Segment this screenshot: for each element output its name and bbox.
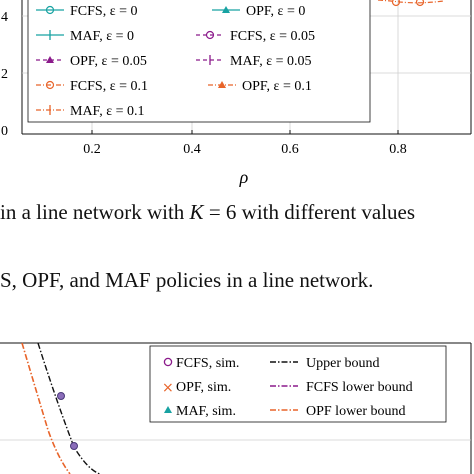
legend-entry: MAF, ε = 0.05 <box>196 54 312 69</box>
legend-entry: FCFS, ε = 0 <box>36 4 137 19</box>
top-curve-marker <box>391 0 401 7</box>
svg-text:FCFS, sim.: FCFS, sim. <box>176 356 239 371</box>
circle-marker-icon <box>45 80 55 90</box>
svg-text:MAF, ε = 0.05: MAF, ε = 0.05 <box>230 54 312 69</box>
sim-marker <box>70 442 78 450</box>
svg-text:MAF, ε = 0.1: MAF, ε = 0.1 <box>70 104 145 119</box>
legend-entry: OPF, ε = 0.1 <box>208 79 312 94</box>
triangle-marker-icon <box>218 81 226 88</box>
triangle-marker-icon <box>222 6 230 13</box>
cross-marker-icon: × <box>162 380 174 396</box>
circle-marker-icon <box>45 5 55 15</box>
figure-caption-line: S, OPF, and MAF policies in a line netwo… <box>0 268 374 292</box>
legend-entry: MAF, ε = 0.1 <box>36 104 145 119</box>
top-x-tick-label: 0.2 <box>83 142 101 157</box>
svg-text:FCFS lower bound: FCFS lower bound <box>306 380 413 395</box>
top-x-tick-label: 0.8 <box>389 142 407 157</box>
top-y-tick-label: 4 <box>1 10 8 25</box>
legend-entry: Upper bound <box>270 356 380 371</box>
legend-entry: OPF lower bound <box>270 404 406 419</box>
top-legend-box <box>27 0 371 123</box>
svg-text:OPF, ε = 0.1: OPF, ε = 0.1 <box>242 79 312 94</box>
top-curve-fcfs-0.1 <box>377 0 445 4</box>
legend-entry: FCFS, sim. <box>163 356 239 371</box>
circle-marker-icon <box>163 357 173 367</box>
figure-caption-line: in a line network with K = 6 with differ… <box>0 200 415 225</box>
svg-text:FCFS, ε = 0.05: FCFS, ε = 0.05 <box>230 29 315 44</box>
circle-marker-icon <box>205 30 215 40</box>
top-y-tick-label: 2 <box>1 67 8 82</box>
legend-entry: × OPF, sim. <box>162 380 231 396</box>
bottom-plot: FCFS, sim. Upper bound × OPF, sim. FCFS … <box>0 342 472 474</box>
legend-entry: FCFS, ε = 0.1 <box>36 79 148 94</box>
upper-bound-curve <box>37 342 101 474</box>
legend-entry: MAF, sim. <box>164 404 236 419</box>
top-x-tick-label: 0.4 <box>183 142 201 157</box>
svg-text:OPF, ε = 0: OPF, ε = 0 <box>246 4 305 19</box>
svg-text:OPF, sim.: OPF, sim. <box>176 380 231 395</box>
svg-text:FCFS, ε = 0: FCFS, ε = 0 <box>70 4 137 19</box>
svg-text:OPF, ε = 0.05: OPF, ε = 0.05 <box>70 54 147 69</box>
legend-entry: FCFS, ε = 0.05 <box>196 29 315 44</box>
opf-lower-bound-curve <box>21 342 71 474</box>
top-x-tick-label: 0.6 <box>281 142 299 157</box>
sim-marker <box>57 392 65 400</box>
legend-entry: OPF, ε = 0 <box>212 4 305 19</box>
legend-entry: MAF, ε = 0 <box>36 29 134 44</box>
caption-text: in a line network with <box>0 200 190 224</box>
legend-entry: FCFS lower bound <box>270 380 413 395</box>
legend-entry: OPF, ε = 0.05 <box>36 54 147 69</box>
svg-text:MAF, ε = 0: MAF, ε = 0 <box>70 29 134 44</box>
triangle-marker-icon <box>164 406 172 413</box>
caption-text: = 6 with different values <box>203 200 416 224</box>
top-curve-marker <box>415 0 425 7</box>
top-plot: 0.2 0.4 0.6 0.8 4 2 0 ρ FCFS, ε = 0 OPF,… <box>1 0 472 187</box>
triangle-marker-icon <box>46 56 54 63</box>
svg-text:FCFS, ε = 0.1: FCFS, ε = 0.1 <box>70 79 148 94</box>
svg-text:Upper bound: Upper bound <box>306 356 380 371</box>
top-y-tick-label: 0 <box>1 124 8 139</box>
top-x-axis-label: ρ <box>239 167 249 187</box>
svg-text:OPF lower bound: OPF lower bound <box>306 404 406 419</box>
svg-text:MAF, sim.: MAF, sim. <box>176 404 236 419</box>
caption-math-symbol: K <box>189 200 204 224</box>
